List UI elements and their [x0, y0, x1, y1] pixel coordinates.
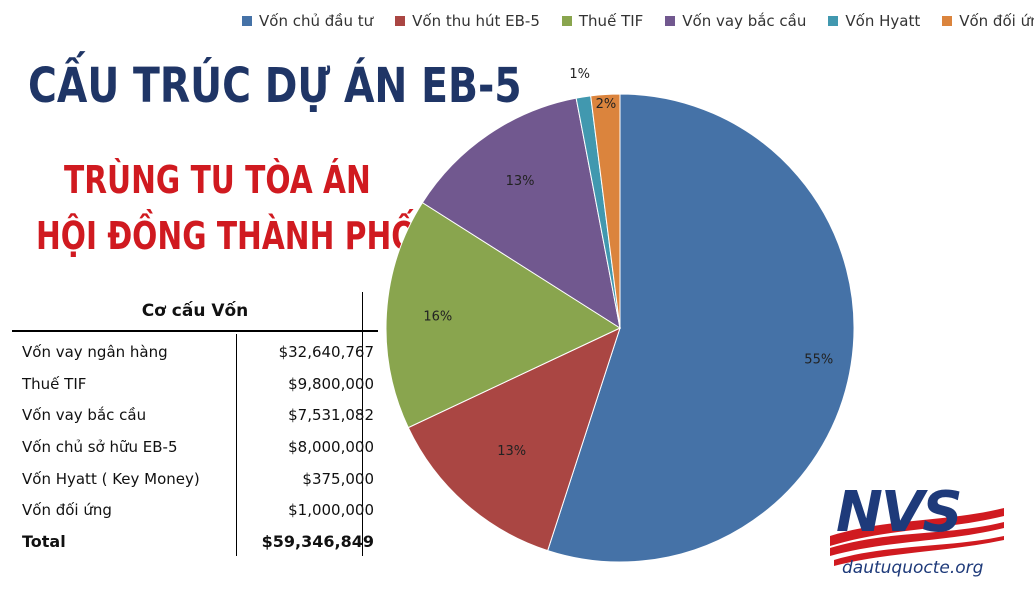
legend-swatch: [242, 16, 252, 26]
row-label: Vốn vay ngân hàng: [22, 342, 168, 361]
legend-swatch: [828, 16, 839, 26]
row-label: Vốn đối ứng: [22, 501, 112, 520]
table-row: Vốn đối ứng $1,000,000: [12, 494, 378, 526]
subtitle-line-2: HỘI ĐỒNG THÀNH PHỐ: [36, 214, 417, 258]
legend-item: Thuế TIF: [561, 12, 644, 30]
row-value: $32,640,767: [278, 342, 374, 361]
row-label: Vốn Hyatt ( Key Money): [22, 469, 200, 488]
row-label: Vốn chủ sở hữu EB-5: [22, 437, 178, 456]
pie-slice-label: 1%: [569, 67, 590, 82]
table-header: Cơ cấu Vốn: [12, 292, 378, 332]
pie-slice-label: 13%: [506, 174, 535, 189]
legend-label: Vốn Hyatt: [845, 12, 921, 30]
pie-slice: [385, 201, 622, 429]
row-value: $9,800,000: [288, 374, 374, 393]
row-label: Thuế TIF: [22, 374, 87, 393]
row-value: $7,531,082: [288, 406, 374, 425]
table-row: Vốn vay ngân hàng $32,640,767: [12, 336, 378, 368]
row-label: Vốn vay bắc cầu: [22, 406, 147, 425]
page-title: CẤU TRÚC DỰ ÁN EB-5: [28, 58, 522, 114]
legend-item: Vốn thu hút EB-5: [395, 12, 540, 30]
legend-swatch: [561, 16, 572, 26]
table-row-total: Total $59,346,849: [12, 526, 378, 558]
pie-slice-label: 16%: [423, 310, 452, 325]
row-value: $1,000,000: [288, 501, 374, 520]
pie-slice: [421, 97, 621, 330]
legend-label: Vốn vay bắc cầu: [682, 12, 807, 30]
logo-brand: NVS: [836, 480, 963, 545]
logo-url: dautuquocte.org: [842, 558, 984, 578]
pie-slice-label: 13%: [497, 444, 526, 459]
legend-item: Vốn đối ứng: [942, 12, 1034, 30]
total-value: $59,346,849: [261, 532, 374, 552]
legend-label: Vốn thu hút EB-5: [412, 12, 540, 30]
row-value: $375,000: [302, 469, 374, 488]
legend-swatch: [665, 16, 676, 26]
row-value: $8,000,000: [288, 437, 374, 456]
table-row: Vốn chủ sở hữu EB-5 $8,000,000: [12, 431, 378, 463]
chart-legend: Vốn chủ đầu tư Vốn thu hút EB-5 Thuế TIF Vố…: [242, 12, 1034, 30]
subtitle-line-1: TRÙNG TU TÒA ÁN: [64, 158, 371, 202]
table-row: Vốn vay bắc cầu $7,531,082: [12, 399, 378, 431]
pie-slice: [407, 327, 621, 552]
pie-slice-label: 55%: [804, 352, 833, 367]
pie-slice-label: 2%: [596, 97, 617, 112]
legend-item: Vốn vay bắc cầu: [665, 12, 806, 30]
pie-slice: [547, 93, 855, 563]
legend-label: Vốn đối ứng: [959, 12, 1034, 30]
total-label: Total: [22, 532, 66, 552]
table-divider-middle: [236, 334, 237, 556]
legend-item: Vốn Hyatt: [828, 12, 920, 30]
legend-swatch: [395, 16, 406, 26]
table-divider-right: [362, 292, 363, 556]
flag-swoosh-icon: [830, 508, 1004, 566]
table-row: Thuế TIF $9,800,000: [12, 368, 378, 400]
pie-slice: [590, 93, 621, 329]
legend-swatch: [942, 16, 953, 26]
legend-item: Vốn chủ đầu tư: [242, 12, 373, 30]
table-row: Vốn Hyatt ( Key Money) $375,000: [12, 463, 378, 495]
table-body: Vốn vay ngân hàng $32,640,767 Thuế TIF $9,8…: [12, 336, 378, 526]
legend-label: Thuế TIF: [578, 12, 644, 30]
nvs-logo: NVS dautuquocte.org: [828, 478, 1008, 586]
legend-label: Vốn chủ đầu tư: [259, 12, 374, 30]
capital-structure-table: Cơ cấu Vốn Vốn vay ngân hàng $32,640,767 T…: [12, 292, 378, 558]
